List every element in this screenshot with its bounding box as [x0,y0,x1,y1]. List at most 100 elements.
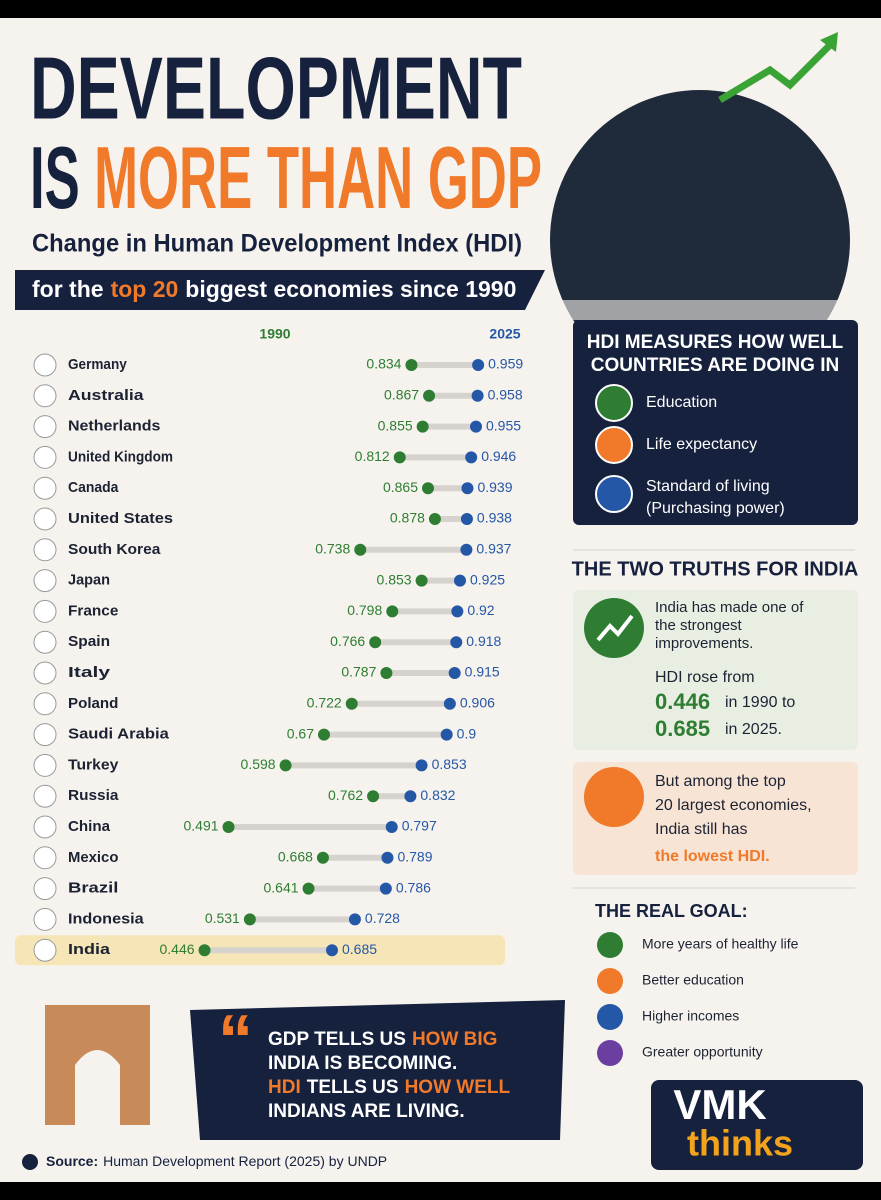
band-text: for the top 20 biggest economies since 199… [32,276,516,302]
dot-1990 [198,944,211,957]
dot-1990 [354,543,367,556]
measure-item: (Purchasing power) [646,500,785,517]
dot-2025 [326,944,338,957]
quote-box [190,1000,565,1140]
truth-text: the strongest [655,617,743,634]
country-label: Germany [68,356,127,373]
value-label-1990: 0.762 [328,787,363,803]
dot-2025 [385,821,398,833]
quote-word: HOW BIG [412,1029,498,1050]
measure-icon [595,475,633,513]
country-label: Spain [68,633,110,650]
quote-word: INDIA IS BECOMING. [268,1053,457,1074]
value-label-1990: 0.878 [390,510,425,526]
flag [33,384,57,408]
flag [33,723,57,747]
dot-1990 [422,482,434,495]
value-label-1990: 0.531 [205,910,240,926]
logo-line-2: thinks [687,1123,793,1164]
measure-item: Education [646,394,717,411]
dot-2025 [381,851,394,864]
goal-icon [597,1040,623,1066]
value-label-2025: 0.853 [432,756,467,772]
dot-1990 [369,636,382,649]
source-icon [22,1154,38,1170]
dot-2025 [465,451,478,464]
truth-emphasis: the lowest HDI. [655,848,770,865]
value-label-1990: 0.867 [384,387,419,403]
value-label-2025: 0.789 [397,849,432,865]
quote-word: HDI [268,1077,301,1098]
goal-icon [597,932,623,958]
from-value: 0.446 [655,689,710,714]
flag [33,907,57,931]
dot-2025 [348,913,361,926]
value-label-2025: 0.959 [488,356,523,372]
country-label: Netherlands [68,418,160,435]
truth-text: India has made one of [655,599,804,616]
value-label-2025: 0.797 [402,818,437,834]
value-label-2025: 0.92 [467,602,494,618]
quote-word: INDIANS ARE LIVING. [268,1101,465,1122]
arrow-head [820,32,838,52]
measure-icon [595,426,633,464]
band-edge [525,270,545,310]
value-label-2025: 0.946 [481,448,516,464]
truth-text: HDI rose from [655,669,755,686]
country-label: Australia [68,387,144,404]
flag [33,353,57,377]
measure-item: Standard of living [646,478,770,495]
value-label-1990: 0.812 [355,448,390,464]
dot-1990 [415,574,428,587]
truth-panel-2 [573,762,858,875]
value-label-1990: 0.798 [347,602,382,618]
dot-2025 [448,667,461,679]
country-label: United States [68,510,173,527]
country-label: Russia [68,787,119,804]
value-label-1990: 0.853 [377,571,412,587]
flag [33,815,57,839]
dot-1990 [345,697,358,710]
dot-1990 [222,821,235,833]
dot-1990 [386,605,399,618]
logo-box [651,1080,863,1170]
quote-word: HOW WELL [405,1077,511,1098]
measure-icon [595,384,633,422]
flag [33,938,57,962]
band-word: for the [32,276,104,302]
dot-2025 [460,513,473,525]
measures-panel [573,320,858,525]
dot-2025 [472,359,485,371]
truth-text: But among the top [655,773,786,790]
value-label-1990: 0.668 [278,849,313,865]
dot-2025 [451,605,464,618]
flag [33,630,57,654]
header-band [15,270,525,310]
dot-1990 [405,359,418,371]
source-text: Human Development Report (2025) by UNDP [103,1153,387,1169]
dot-1990 [428,513,441,525]
quote-word: GDP TELLS US [268,1029,406,1050]
country-label: Italy [68,664,111,681]
country-label: Brazil [68,880,118,897]
country-label: Indonesia [68,910,144,927]
value-label-1990: 0.446 [159,941,194,957]
dot-2025 [461,482,474,495]
value-label-1990: 0.738 [315,541,350,557]
truth-panel-1 [573,590,858,750]
truth-text: in 2025. [725,721,782,738]
dot-2025 [470,420,482,433]
goal-item: Better education [642,972,744,988]
value-label-2025: 0.939 [477,479,512,495]
value-label-1990: 0.67 [287,725,314,741]
country-label: United Kingdom [68,448,173,465]
flag [33,661,57,685]
source: Source: Human Development Report (2025) b… [46,1153,387,1169]
dot-2025 [471,389,484,402]
goal-item: Greater opportunity [642,1044,763,1060]
globe-fade [540,300,881,320]
value-label-2025: 0.728 [365,910,400,926]
flag [33,415,57,439]
